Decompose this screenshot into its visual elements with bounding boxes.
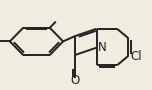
Text: N: N [98,41,107,54]
Text: Cl: Cl [130,50,142,63]
Text: O: O [71,74,80,87]
